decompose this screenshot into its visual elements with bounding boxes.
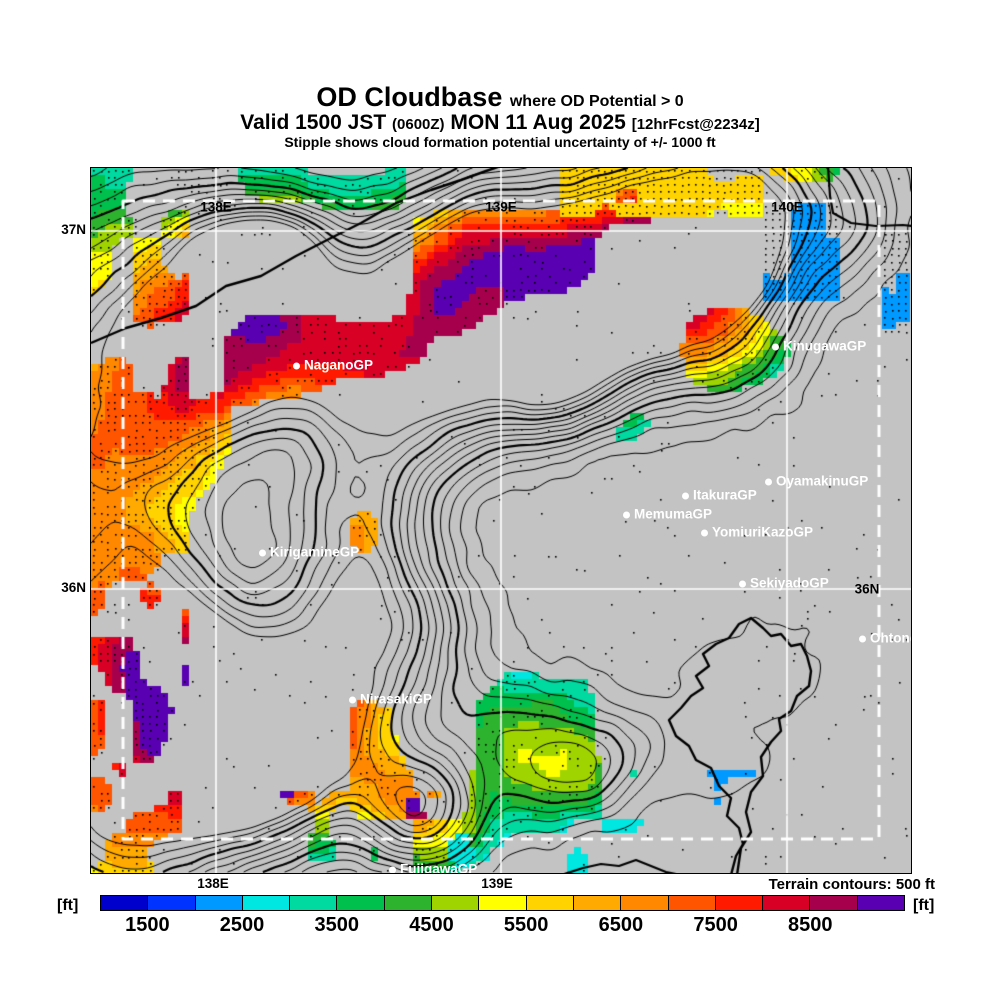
colorbar-segment <box>242 896 291 910</box>
station-label: KinugawaGP <box>772 339 866 354</box>
colorbar-segment <box>195 896 243 910</box>
forecast-map: NaganoGP KinugawaGP OyamakinuGP ItakuraGP Me… <box>90 167 912 874</box>
station-dot-icon <box>859 635 866 643</box>
valid-fcst: [12hrFcst@2234z] <box>631 116 760 133</box>
grid-label: 138E <box>200 199 232 215</box>
station-name: NirasakiGP <box>360 691 433 707</box>
valid-date: MON 11 Aug 2025 <box>450 111 626 134</box>
station-dot-icon <box>701 529 708 537</box>
colorbar-segment <box>857 896 905 910</box>
station-name: SekiyadoGP <box>750 575 829 591</box>
station-name: KinugawaGP <box>783 338 867 354</box>
colorbar-tick: 2500 <box>219 914 265 936</box>
station-label: SekiyadoGP <box>739 576 829 591</box>
station-label: YomiuriKazoGP <box>701 525 813 540</box>
colorbar-tick: 4500 <box>409 914 454 936</box>
terrain-canvas <box>91 168 911 873</box>
station-name: OhtoneGP <box>870 630 911 646</box>
station-label: NaganoGP <box>293 358 373 373</box>
page-title: OD Cloudbase where OD Potential > 0 <box>0 82 1000 113</box>
colorbar-segment <box>810 896 858 910</box>
colorbar-tick: 8500 <box>788 914 833 936</box>
colorbar-segment <box>101 896 149 910</box>
colorbar-tick: 6500 <box>598 914 644 936</box>
colorbar-segment <box>384 896 433 910</box>
colorbar-unit-right: [ft] <box>913 897 935 914</box>
colorbar-tick: 1500 <box>125 914 170 936</box>
colorbar-segment <box>290 896 338 910</box>
terrain-contours-note: Terrain contours: 500 ft <box>768 876 935 893</box>
station-label: NirasakiGP <box>349 692 432 707</box>
station-label: FujigawaGP <box>389 861 478 874</box>
grid-label: 139E <box>481 876 513 891</box>
station-dot-icon <box>389 866 396 873</box>
station-dot-icon <box>739 580 746 588</box>
title-main: OD Cloudbase <box>316 82 503 112</box>
title-qualifier: where OD Potential > 0 <box>509 93 684 110</box>
station-dot-icon <box>259 549 266 557</box>
station-dot-icon <box>765 478 772 486</box>
colorbar-segment <box>668 896 716 910</box>
colorbar <box>100 895 905 911</box>
station-dot-icon <box>349 696 356 704</box>
station-label: KirigamineGP <box>259 545 359 560</box>
valid-line: Valid 1500 JST (0600Z) MON 11 Aug 2025 [… <box>0 111 1000 135</box>
colorbar-tick: 5500 <box>503 914 549 936</box>
station-dot-icon <box>772 343 779 351</box>
grid-label: 140E <box>771 199 803 215</box>
station-name: OyamakinuGP <box>776 473 869 489</box>
station-name: MemumaGP <box>634 506 713 522</box>
station-name: FujigawaGP <box>400 861 478 874</box>
valid-prefix: Valid 1500 JST <box>240 111 387 134</box>
grid-label: 37N <box>61 222 86 237</box>
station-dot-icon <box>293 362 300 370</box>
subtitle-stipple: Stipple shows cloud formation potential … <box>284 134 716 150</box>
station-name: YomiuriKazoGP <box>712 524 814 540</box>
valid-zulu: (0600Z) <box>392 116 445 133</box>
colorbar-tick: 3500 <box>314 914 360 936</box>
colorbar-segment <box>573 896 622 910</box>
colorbar-segment <box>621 896 669 910</box>
grid-label: 139E <box>485 199 517 215</box>
colorbar-segment <box>432 896 480 910</box>
station-label: MemumaGP <box>623 507 712 522</box>
colorbar-unit-left: [ft] <box>57 897 79 914</box>
station-label: ItakuraGP <box>682 488 757 503</box>
station-dot-icon <box>682 492 689 500</box>
title-block: OD Cloudbase where OD Potential > 0 Vali… <box>0 82 1000 150</box>
colorbar-tick: 7500 <box>693 914 738 936</box>
station-label: OyamakinuGP <box>765 474 868 489</box>
colorbar-segment <box>148 896 196 910</box>
station-dot-icon <box>623 511 630 519</box>
grid-label: 138E <box>197 876 229 891</box>
station-label: OhtoneGP <box>859 630 911 646</box>
colorbar-segment <box>763 896 811 910</box>
colorbar-segment <box>526 896 574 910</box>
colorbar-segment <box>715 896 764 910</box>
colorbar-segment <box>479 896 527 910</box>
colorbar-segment <box>337 896 385 910</box>
station-name: NaganoGP <box>304 357 374 373</box>
station-name: ItakuraGP <box>693 487 757 503</box>
grid-label: 36N <box>854 581 880 597</box>
station-name: KirigamineGP <box>270 544 360 560</box>
grid-label: 36N <box>61 580 86 595</box>
